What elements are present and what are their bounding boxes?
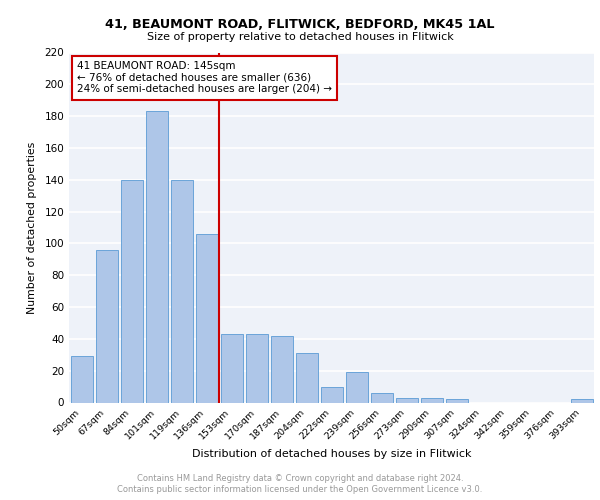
X-axis label: Distribution of detached houses by size in Flitwick: Distribution of detached houses by size … (192, 450, 471, 460)
Bar (71, 356, 92, 403)
Bar (271, 336, 293, 402)
Bar (571, 400, 593, 402)
Bar (421, 398, 443, 402)
Bar (296, 353, 317, 403)
Bar (445, 400, 467, 402)
Text: Contains HM Land Registry data © Crown copyright and database right 2024.
Contai: Contains HM Land Registry data © Crown c… (118, 474, 482, 494)
Text: 41, BEAUMONT ROAD, FLITWICK, BEDFORD, MK45 1AL: 41, BEAUMONT ROAD, FLITWICK, BEDFORD, MK… (105, 18, 495, 30)
Bar (196, 234, 218, 402)
Bar (95, 250, 118, 402)
Text: Size of property relative to detached houses in Flitwick: Size of property relative to detached ho… (146, 32, 454, 42)
Bar (146, 112, 167, 403)
Text: 41 BEAUMONT ROAD: 145sqm
← 76% of detached houses are smaller (636)
24% of semi-: 41 BEAUMONT ROAD: 145sqm ← 76% of detach… (77, 61, 332, 94)
Bar (395, 398, 418, 402)
Bar (170, 180, 193, 402)
Bar (245, 334, 268, 402)
Y-axis label: Number of detached properties: Number of detached properties (28, 142, 37, 314)
Bar (346, 372, 367, 402)
Bar (121, 180, 143, 402)
Bar (320, 386, 343, 402)
Bar (221, 334, 242, 402)
Bar (371, 393, 392, 402)
